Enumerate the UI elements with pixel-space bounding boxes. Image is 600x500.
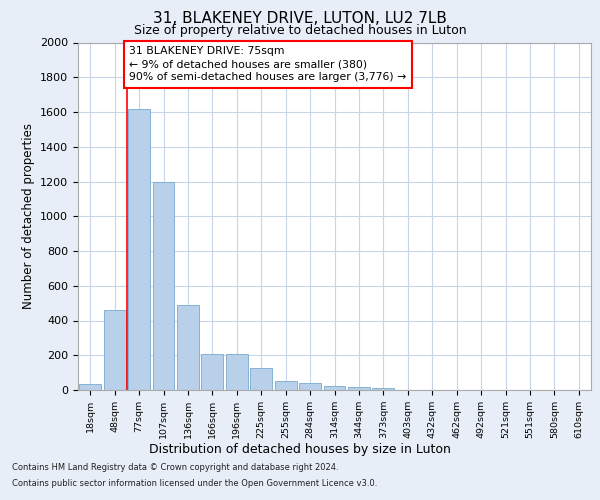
Bar bbox=[373, 388, 394, 390]
Bar bbox=[226, 354, 248, 390]
Text: 31, BLAKENEY DRIVE, LUTON, LU2 7LB: 31, BLAKENEY DRIVE, LUTON, LU2 7LB bbox=[153, 11, 447, 26]
Text: Size of property relative to detached houses in Luton: Size of property relative to detached ho… bbox=[134, 24, 466, 37]
Bar bbox=[348, 386, 370, 390]
Bar bbox=[79, 384, 101, 390]
Bar bbox=[104, 310, 125, 390]
Bar bbox=[128, 108, 150, 390]
Text: 31 BLAKENEY DRIVE: 75sqm
← 9% of detached houses are smaller (380)
90% of semi-d: 31 BLAKENEY DRIVE: 75sqm ← 9% of detache… bbox=[130, 46, 407, 82]
Bar bbox=[250, 368, 272, 390]
Bar bbox=[177, 305, 199, 390]
Text: Contains public sector information licensed under the Open Government Licence v3: Contains public sector information licen… bbox=[12, 478, 377, 488]
Text: Distribution of detached houses by size in Luton: Distribution of detached houses by size … bbox=[149, 442, 451, 456]
Bar bbox=[299, 383, 321, 390]
Bar bbox=[275, 382, 296, 390]
Bar bbox=[202, 354, 223, 390]
Bar bbox=[152, 182, 175, 390]
Text: Contains HM Land Registry data © Crown copyright and database right 2024.: Contains HM Land Registry data © Crown c… bbox=[12, 464, 338, 472]
Y-axis label: Number of detached properties: Number of detached properties bbox=[22, 123, 35, 309]
Bar bbox=[323, 386, 346, 390]
